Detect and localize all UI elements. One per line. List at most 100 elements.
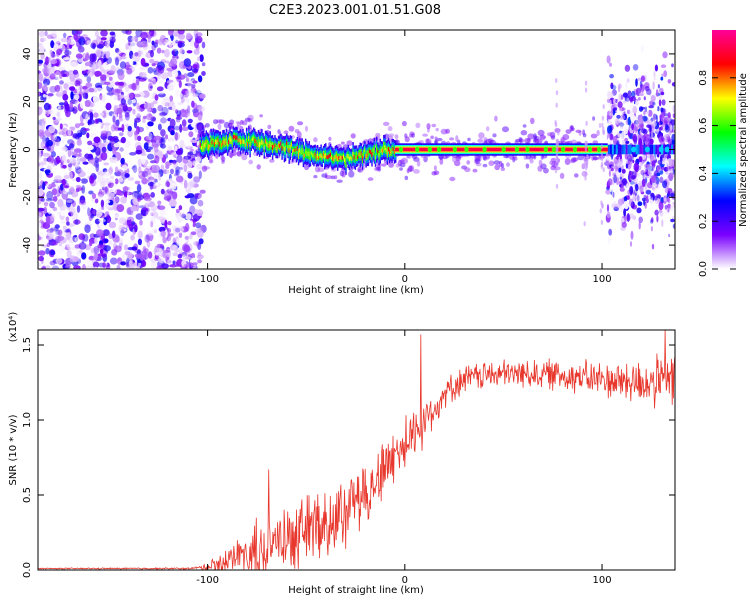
heatmap-cell xyxy=(190,139,198,143)
heatmap-cell xyxy=(250,138,252,143)
heatmap-cell xyxy=(125,30,132,35)
heatmap-cell xyxy=(115,166,119,173)
heatmap-cell xyxy=(74,123,80,129)
heatmap-cell xyxy=(464,167,471,173)
heatmap-cell xyxy=(407,165,413,173)
heatmap-cell xyxy=(103,162,110,166)
heatmap-cell xyxy=(392,147,394,151)
heatmap-cell xyxy=(63,50,72,56)
heatmap-cell xyxy=(52,196,58,202)
heatmap-cell xyxy=(156,47,162,54)
heatmap-cell xyxy=(652,101,656,106)
heatmap-cell xyxy=(187,172,193,179)
heatmap-cell xyxy=(620,94,624,100)
heatmap-cell xyxy=(656,129,660,133)
heatmap-cell xyxy=(452,156,457,163)
heatmap-cell xyxy=(555,183,559,189)
heatmap-cell xyxy=(527,133,535,140)
heatmap-cell xyxy=(95,146,101,156)
heatmap-cell xyxy=(84,53,90,61)
heatmap-cell xyxy=(108,221,117,229)
heatmap-cell xyxy=(197,259,203,264)
heatmap-cell xyxy=(643,96,646,101)
heatmap-cell xyxy=(215,139,217,145)
heatmap-cell xyxy=(247,141,249,147)
heatmap-cell xyxy=(183,180,188,189)
heatmap-cell xyxy=(175,116,182,120)
heatmap-cell xyxy=(109,157,118,164)
heatmap-cell xyxy=(290,142,293,147)
heatmap-cell xyxy=(659,156,663,163)
heatmap-cell xyxy=(128,223,134,231)
heatmap-cell xyxy=(671,129,675,133)
heatmap-cell xyxy=(653,113,656,122)
heatmap-cell xyxy=(197,199,204,207)
heatmap-cell xyxy=(241,140,243,144)
heatmap-cell xyxy=(76,205,81,213)
heatmap-cell xyxy=(42,94,47,98)
heatmap-cell xyxy=(201,71,206,76)
heatmap-cell xyxy=(388,133,395,137)
heatmap-cell xyxy=(70,91,74,100)
heatmap-cell xyxy=(661,219,664,228)
heatmap-cell xyxy=(208,144,210,150)
heatmap-cell xyxy=(289,145,291,150)
heatmap-cell xyxy=(112,122,120,130)
heatmap-cell xyxy=(53,207,58,212)
heatmap-cell xyxy=(652,182,657,187)
heatmap-cell xyxy=(136,265,141,269)
heatmap-cell xyxy=(113,96,118,101)
heatmap-cell xyxy=(167,30,174,36)
heatmap-cell xyxy=(84,100,92,107)
heatmap-cell xyxy=(312,153,314,158)
heatmap-cell xyxy=(209,156,213,164)
heatmap-cell xyxy=(239,139,242,145)
heatmap-cell xyxy=(54,175,62,181)
heatmap-cell xyxy=(584,175,587,181)
heatmap-cell xyxy=(107,70,116,74)
heatmap-cell xyxy=(116,169,124,177)
heatmap-cell xyxy=(313,175,318,179)
heatmap-cell xyxy=(189,233,193,240)
heatmap-cell xyxy=(197,242,202,250)
heatmap-cell xyxy=(638,117,644,124)
heatmap-cell xyxy=(63,83,69,89)
heatmap-cell xyxy=(245,137,248,143)
heatmap-cell xyxy=(89,132,97,138)
heatmap-cell xyxy=(198,194,202,199)
heatmap-cell xyxy=(283,130,289,135)
heatmap-cell xyxy=(184,195,191,199)
y-tick-label: -20 xyxy=(22,189,33,205)
heatmap-cell xyxy=(38,255,44,262)
heatmap-cell xyxy=(164,134,169,140)
heatmap-cell xyxy=(46,147,51,151)
heatmap-cell xyxy=(164,60,170,64)
heatmap-cell xyxy=(472,168,478,173)
heatmap-cell xyxy=(193,176,201,183)
heatmap-cell xyxy=(65,258,72,267)
heatmap-cell xyxy=(57,229,63,236)
heatmap-cell xyxy=(492,133,497,138)
heatmap-cell xyxy=(654,209,659,216)
heatmap-cell xyxy=(201,62,206,67)
heatmap-cell xyxy=(38,171,43,180)
heatmap-cell xyxy=(500,162,505,169)
heatmap-cell xyxy=(176,76,182,83)
heatmap-cell xyxy=(57,105,62,110)
heatmap-cell xyxy=(641,128,647,134)
heatmap-cell xyxy=(89,112,94,121)
heatmap-cell xyxy=(134,224,138,233)
heatmap-cell xyxy=(199,189,206,194)
heatmap-cell xyxy=(149,93,154,100)
heatmap-cell xyxy=(637,77,642,81)
heatmap-cell xyxy=(666,196,670,203)
heatmap-cell xyxy=(149,30,155,37)
heatmap-cell xyxy=(137,171,142,176)
heatmap-cell xyxy=(130,205,138,212)
heatmap-cell xyxy=(575,129,582,133)
heatmap-cell xyxy=(152,164,159,172)
heatmap-cell xyxy=(620,131,626,141)
heatmap-cell xyxy=(667,191,671,196)
heatmap-cell xyxy=(127,76,131,85)
heatmap-cell xyxy=(69,171,73,180)
